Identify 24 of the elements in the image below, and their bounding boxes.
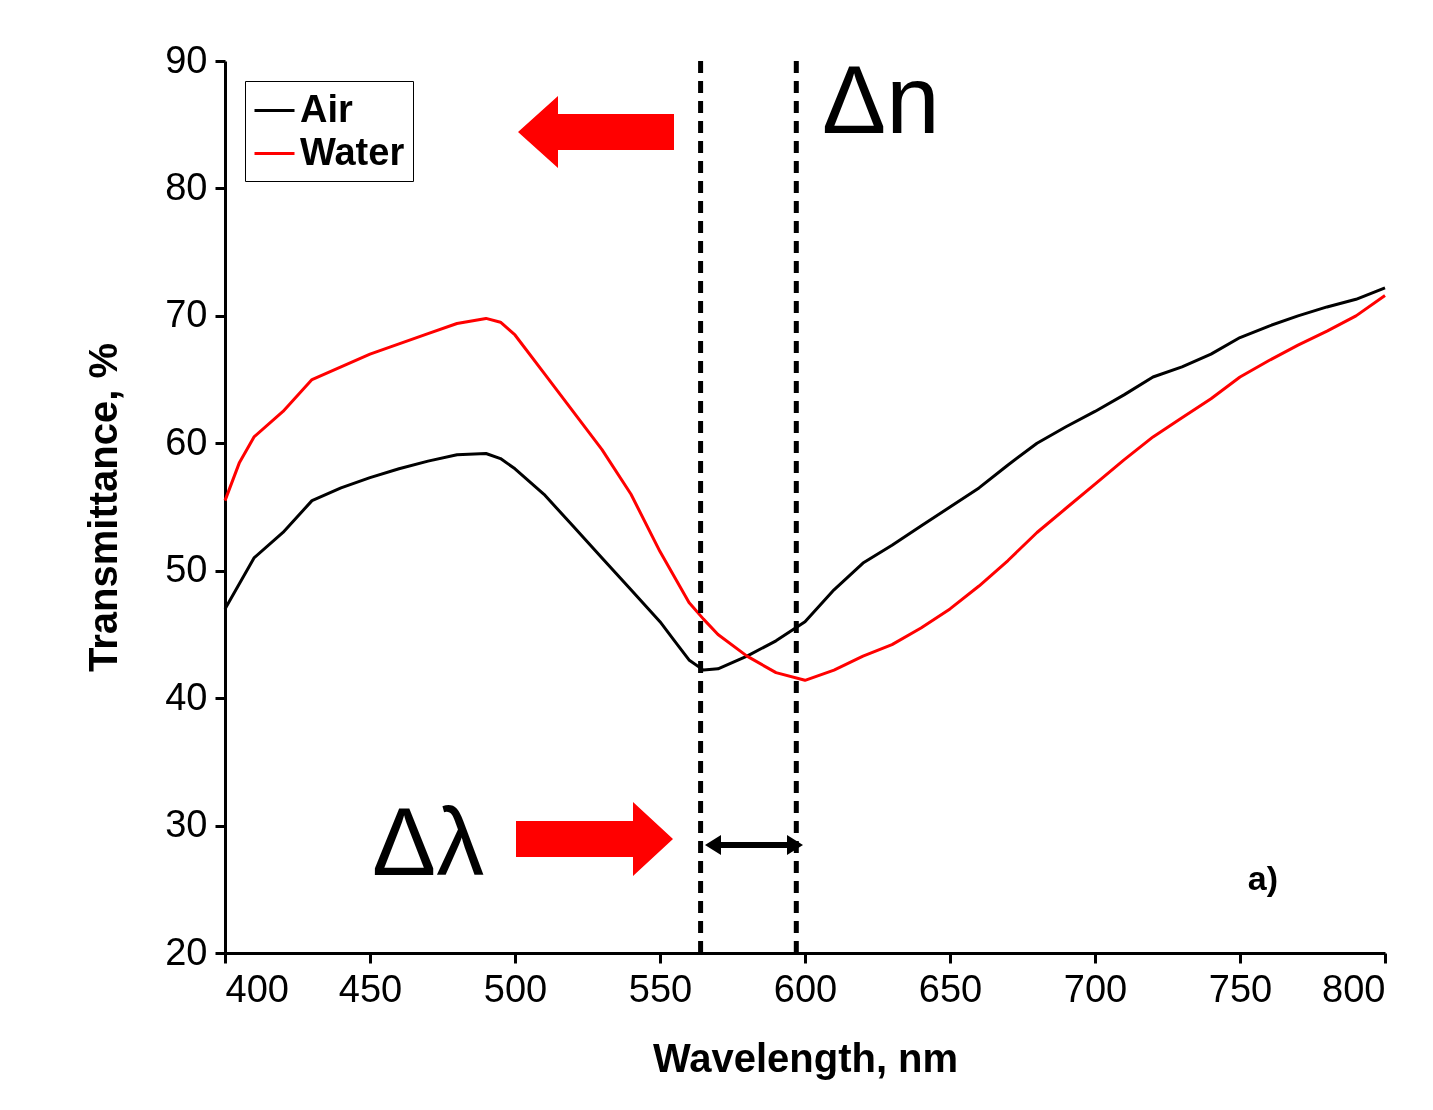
annotation: Δn: [822, 45, 940, 153]
x-tick-label: 700: [1063, 967, 1128, 1010]
y-tick-label: 70: [165, 293, 208, 336]
y-tick-label: 20: [165, 930, 208, 973]
y-tick-label: 60: [165, 420, 208, 463]
y-tick-label: 90: [165, 38, 208, 81]
x-tick-label: 500: [483, 967, 548, 1010]
annotation: a): [1247, 858, 1278, 897]
y-tick-label: 80: [165, 165, 208, 208]
y-tick-label: 30: [165, 803, 208, 846]
legend-label: Air: [300, 87, 353, 130]
y-axis-title: Transmittance, %: [81, 342, 126, 673]
y-tick-label: 50: [165, 548, 208, 591]
x-tick-label: 650: [918, 967, 983, 1010]
x-tick-label: 400: [225, 967, 289, 1010]
x-tick-label: 550: [628, 967, 693, 1010]
x-tick-label: 800: [1322, 967, 1386, 1010]
legend-label: Water: [300, 130, 405, 173]
annotation: Δλ: [372, 787, 485, 895]
x-tick-label: 450: [338, 967, 403, 1010]
x-tick-label: 600: [773, 967, 838, 1010]
y-tick-label: 40: [165, 675, 208, 718]
x-axis-title: Wavelength, nm: [652, 1035, 959, 1080]
x-tick-label: 750: [1208, 967, 1273, 1010]
